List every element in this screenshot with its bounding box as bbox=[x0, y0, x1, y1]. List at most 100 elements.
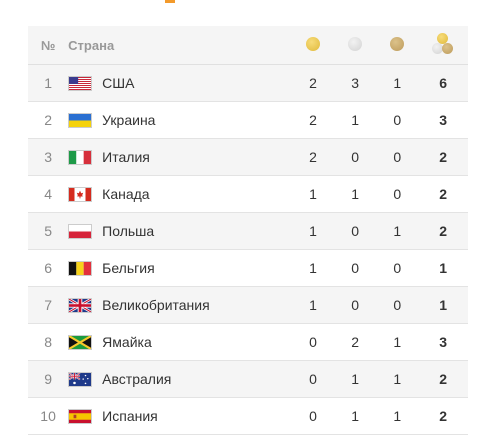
country-name: Великобритания bbox=[102, 297, 210, 313]
bronze-count: 1 bbox=[393, 223, 402, 239]
bronze-count: 1 bbox=[393, 334, 402, 350]
rank-cell: 8 bbox=[44, 334, 52, 350]
silver-medal-icon bbox=[348, 36, 363, 51]
silver-count: 3 bbox=[351, 75, 360, 91]
total-count: 2 bbox=[439, 371, 448, 387]
country-name: Италия bbox=[102, 149, 150, 165]
canada-flag-icon bbox=[68, 186, 93, 202]
table-row: 10 Испания 0 1 1 2 bbox=[28, 398, 468, 435]
total-count: 1 bbox=[439, 260, 448, 276]
header-gold bbox=[292, 36, 334, 54]
country-name: Польша bbox=[102, 223, 155, 239]
usa-flag-icon bbox=[68, 75, 93, 91]
header-country: Страна bbox=[68, 37, 115, 53]
gold-count: 2 bbox=[309, 112, 317, 128]
rank-cell: 2 bbox=[44, 112, 52, 128]
gold-count: 0 bbox=[309, 408, 317, 424]
table-header: № Страна bbox=[28, 26, 468, 65]
country-cell[interactable]: Украина bbox=[68, 112, 292, 128]
table-row: 1 США 2 3 1 6 bbox=[28, 65, 468, 102]
silver-count: 1 bbox=[351, 371, 360, 387]
gold-count: 2 bbox=[309, 149, 317, 165]
gold-count: 1 bbox=[309, 260, 317, 276]
header-total bbox=[418, 32, 468, 58]
silver-count: 1 bbox=[351, 408, 360, 424]
rank-cell: 5 bbox=[44, 223, 52, 239]
bronze-count: 1 bbox=[393, 371, 402, 387]
gold-count: 0 bbox=[309, 371, 317, 387]
bronze-count: 1 bbox=[393, 408, 402, 424]
bronze-count: 0 bbox=[393, 149, 402, 165]
total-count: 2 bbox=[439, 186, 448, 202]
country-cell[interactable]: Канада bbox=[68, 186, 292, 202]
country-name: Украина bbox=[102, 112, 156, 128]
total-count: 6 bbox=[439, 75, 448, 91]
country-name: Ямайка bbox=[102, 334, 152, 350]
gold-count: 0 bbox=[309, 334, 317, 350]
gold-count: 1 bbox=[309, 186, 317, 202]
bronze-medal-icon bbox=[390, 36, 405, 51]
rank-cell: 9 bbox=[44, 371, 52, 387]
belgium-flag-icon bbox=[68, 260, 93, 276]
country-cell[interactable]: США bbox=[68, 75, 292, 91]
country-cell[interactable]: Испания bbox=[68, 408, 292, 424]
country-name: Испания bbox=[102, 408, 158, 424]
header-silver bbox=[334, 36, 376, 54]
silver-count: 2 bbox=[351, 334, 360, 350]
table-row: 8 Ямайка 0 2 1 3 bbox=[28, 324, 468, 361]
bronze-count: 0 bbox=[393, 112, 402, 128]
table-row: 4 Канада 1 1 0 2 bbox=[28, 176, 468, 213]
total-count: 3 bbox=[439, 112, 448, 128]
total-count: 1 bbox=[439, 297, 448, 313]
bronze-count: 0 bbox=[393, 297, 402, 313]
rank-cell: 7 bbox=[44, 297, 52, 313]
accent-bar bbox=[165, 0, 175, 3]
australia-flag-icon bbox=[68, 371, 93, 387]
total-count: 2 bbox=[439, 223, 448, 239]
country-cell[interactable]: Ямайка bbox=[68, 334, 292, 350]
country-cell[interactable]: Италия bbox=[68, 149, 292, 165]
silver-count: 1 bbox=[351, 186, 360, 202]
rank-cell: 10 bbox=[40, 408, 56, 424]
gold-count: 1 bbox=[309, 297, 317, 313]
country-name: Австралия bbox=[102, 371, 172, 387]
country-cell[interactable]: Бельгия bbox=[68, 260, 292, 276]
bronze-count: 0 bbox=[393, 260, 402, 276]
country-name: Канада bbox=[102, 186, 150, 202]
silver-count: 1 bbox=[351, 112, 360, 128]
country-name: США bbox=[102, 75, 135, 91]
country-cell[interactable]: Великобритания bbox=[68, 297, 292, 313]
country-cell[interactable]: Австралия bbox=[68, 371, 292, 387]
bronze-count: 0 bbox=[393, 186, 402, 202]
medal-table: № Страна 1 США 2 3 1 6 2 bbox=[28, 26, 468, 435]
table-row: 5 Польша 1 0 1 2 bbox=[28, 213, 468, 250]
country-name: Бельгия bbox=[102, 260, 155, 276]
silver-count: 0 bbox=[351, 297, 360, 313]
header-bronze bbox=[376, 36, 418, 54]
rank-cell: 1 bbox=[44, 75, 52, 91]
gold-medal-icon bbox=[306, 36, 321, 51]
jamaica-flag-icon bbox=[68, 334, 93, 350]
total-count: 2 bbox=[439, 149, 448, 165]
rank-cell: 3 bbox=[44, 149, 52, 165]
table-row: 7 Великобритания 1 0 0 1 bbox=[28, 287, 468, 324]
table-row: 3 Италия 2 0 0 2 bbox=[28, 139, 468, 176]
spain-flag-icon bbox=[68, 408, 93, 424]
gold-count: 1 bbox=[309, 223, 317, 239]
ukraine-flag-icon bbox=[68, 112, 93, 128]
rank-cell: 6 bbox=[44, 260, 52, 276]
header-number: № bbox=[40, 37, 56, 53]
gold-count: 2 bbox=[309, 75, 317, 91]
uk-flag-icon bbox=[68, 297, 93, 313]
table-row: 9 Австралия 0 1 1 2 bbox=[28, 361, 468, 398]
silver-count: 0 bbox=[351, 223, 360, 239]
total-medals-icon bbox=[432, 32, 454, 55]
table-row: 2 Украина 2 1 0 3 bbox=[28, 102, 468, 139]
bronze-count: 1 bbox=[393, 75, 402, 91]
silver-count: 0 bbox=[351, 149, 360, 165]
table-row: 6 Бельгия 1 0 0 1 bbox=[28, 250, 468, 287]
country-cell[interactable]: Польша bbox=[68, 223, 292, 239]
poland-flag-icon bbox=[68, 223, 93, 239]
total-count: 3 bbox=[439, 334, 448, 350]
italy-flag-icon bbox=[68, 149, 93, 165]
